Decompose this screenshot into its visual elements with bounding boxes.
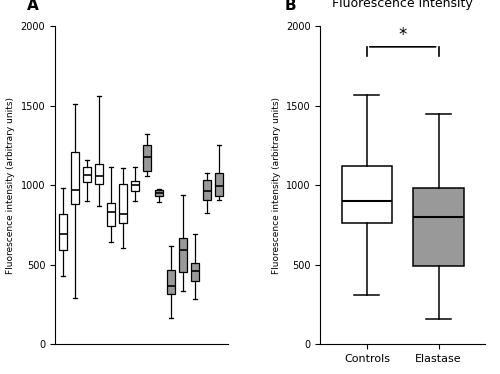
PathPatch shape [342,166,392,223]
PathPatch shape [120,184,128,223]
PathPatch shape [144,145,152,171]
Text: B: B [284,0,296,13]
PathPatch shape [180,238,188,272]
PathPatch shape [132,181,140,191]
Y-axis label: Fluorescence intensity (arbitrary units): Fluorescence intensity (arbitrary units) [6,96,15,274]
Text: *: * [398,26,407,44]
PathPatch shape [108,203,116,227]
Text: A: A [28,0,39,13]
PathPatch shape [96,164,104,184]
PathPatch shape [414,187,464,266]
PathPatch shape [168,270,175,294]
PathPatch shape [204,180,212,200]
PathPatch shape [72,152,80,204]
PathPatch shape [216,173,224,196]
PathPatch shape [84,167,92,182]
PathPatch shape [156,190,164,196]
PathPatch shape [192,263,200,280]
PathPatch shape [60,214,68,250]
Title: Fluorescence intensity: Fluorescence intensity [332,0,473,10]
Y-axis label: Fluorescence intensity (arbitrary units): Fluorescence intensity (arbitrary units) [272,96,280,274]
